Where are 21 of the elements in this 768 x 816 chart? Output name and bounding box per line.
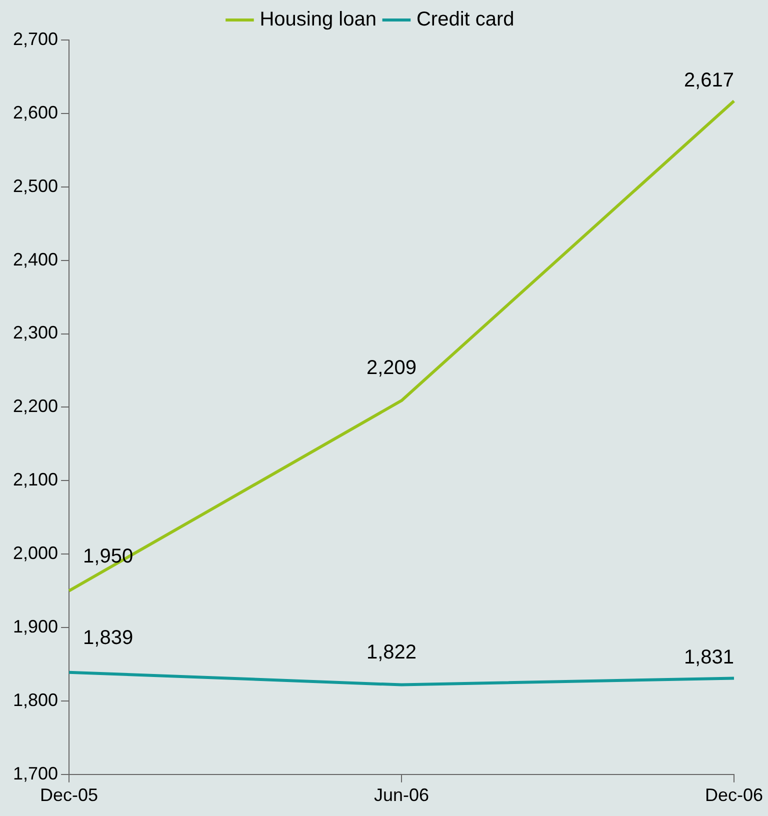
data-label: 1,839: [83, 626, 134, 649]
y-tick-label: 2,200: [12, 396, 58, 416]
y-tick-label: 2,500: [12, 176, 58, 196]
y-tick-label: 2,400: [12, 249, 58, 270]
data-label: 2,209: [366, 357, 417, 380]
x-tick-label: Jun-06: [374, 785, 430, 806]
y-tick-label: 2,300: [12, 322, 58, 343]
y-tick-label: 2,000: [12, 543, 58, 564]
data-label: 1,822: [366, 641, 417, 664]
y-tick-label: 2,700: [12, 28, 58, 49]
data-label: 2,617: [684, 69, 734, 92]
y-tick-label: 2,100: [12, 470, 58, 490]
x-tick-label: Dec-05: [40, 785, 98, 806]
legend-label: Credit card: [416, 8, 514, 31]
data-label: 1,831: [684, 646, 734, 669]
y-tick-label: 1,900: [12, 616, 58, 636]
x-tick-label: Dec-06: [704, 785, 764, 806]
y-tick-label: 1,800: [12, 690, 58, 710]
legend-label: Housing loan: [260, 8, 376, 31]
y-tick-label: 2,600: [12, 102, 58, 122]
y-tick-label: 1,700: [12, 763, 58, 784]
